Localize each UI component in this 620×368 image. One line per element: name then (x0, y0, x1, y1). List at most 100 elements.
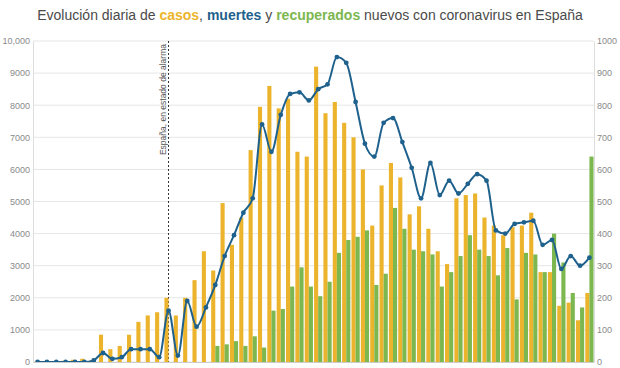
bar (215, 346, 219, 362)
bar (417, 206, 421, 362)
marker (531, 218, 536, 223)
bar (487, 256, 491, 362)
bar (440, 287, 444, 362)
grid-line (33, 297, 594, 298)
y-tick-label: 8000 (10, 101, 30, 111)
y2-tick: 700 (594, 133, 612, 143)
grid-line (33, 41, 594, 42)
bar (131, 362, 135, 363)
line (38, 57, 590, 362)
bar (103, 362, 107, 363)
y2-tick: 200 (594, 293, 612, 303)
title-part: Evolución diaria de (37, 7, 159, 23)
bar (501, 235, 505, 362)
bar (328, 282, 332, 362)
bar (510, 227, 514, 362)
bar (356, 237, 360, 362)
marker (353, 100, 358, 105)
bar (393, 208, 397, 362)
bar (178, 362, 182, 363)
marker (306, 98, 311, 103)
chart: 010002000300040005000600070008000900010,… (0, 0, 620, 368)
bar (426, 229, 430, 362)
marker (119, 355, 124, 360)
grid-line (33, 73, 594, 74)
bar (136, 322, 140, 362)
marker (419, 196, 424, 201)
marker (278, 112, 283, 117)
marker (213, 283, 218, 288)
bar (351, 137, 355, 362)
bar (286, 99, 290, 362)
y-tick: 2000 (10, 293, 33, 303)
y2-tick-label: 0 (597, 357, 602, 367)
bar (468, 235, 472, 362)
title-series-name: recuperados (276, 7, 360, 23)
marker (493, 228, 498, 233)
bar (505, 248, 509, 362)
marker (334, 55, 339, 60)
marker (587, 255, 592, 260)
grid-line (33, 137, 594, 138)
bar (187, 362, 191, 363)
y2-tick: 600 (594, 165, 612, 175)
marker (194, 324, 199, 329)
title-series-name: casos (159, 7, 199, 23)
x-axis (34, 362, 595, 363)
bar (561, 262, 565, 362)
bar (271, 311, 275, 362)
marker (35, 360, 40, 362)
marker (316, 87, 321, 92)
bar (477, 250, 481, 362)
y-tick: 0 (25, 357, 33, 367)
bar (140, 362, 144, 363)
y-tick-label: 7000 (10, 133, 30, 143)
axis-line (594, 42, 595, 363)
bar (454, 198, 458, 362)
bar (402, 229, 406, 362)
y-tick: 10,000 (2, 36, 33, 46)
marker (147, 347, 152, 352)
bar (197, 362, 201, 363)
title-part: y (261, 7, 276, 23)
marker (381, 120, 386, 125)
marker (63, 360, 68, 362)
bar (576, 320, 580, 362)
y-tick: 8000 (10, 101, 33, 111)
bar (515, 299, 519, 362)
marker (91, 358, 96, 362)
bar (436, 251, 440, 362)
y-tick-label: 10,000 (2, 36, 30, 46)
grid-line (33, 169, 594, 170)
bar (408, 214, 412, 362)
bar (567, 303, 571, 362)
y2-tick: 900 (594, 68, 612, 78)
bar-series (33, 67, 589, 362)
bar (206, 362, 210, 363)
bar (234, 341, 238, 362)
y2-tick-label: 200 (597, 293, 612, 303)
bar (337, 253, 341, 362)
marker (437, 193, 442, 198)
bar (221, 203, 225, 362)
bar (380, 185, 384, 362)
y2-tick: 400 (594, 229, 612, 239)
marker (260, 122, 265, 127)
marker (54, 360, 59, 362)
marker (175, 353, 180, 358)
y2-tick: 100 (594, 325, 612, 335)
marker (456, 191, 461, 196)
marker (391, 116, 396, 121)
grid (33, 41, 594, 362)
bar (262, 348, 266, 362)
marker (522, 220, 527, 225)
marker (400, 140, 405, 145)
marker (540, 242, 545, 247)
bar (580, 307, 584, 362)
y-axis: 010002000300040005000600070008000900010,… (2, 36, 33, 367)
marker (559, 267, 564, 272)
bar (496, 275, 500, 362)
marker (204, 305, 209, 310)
y2-tick-label: 800 (597, 101, 612, 111)
y-tick-label: 3000 (10, 261, 30, 271)
